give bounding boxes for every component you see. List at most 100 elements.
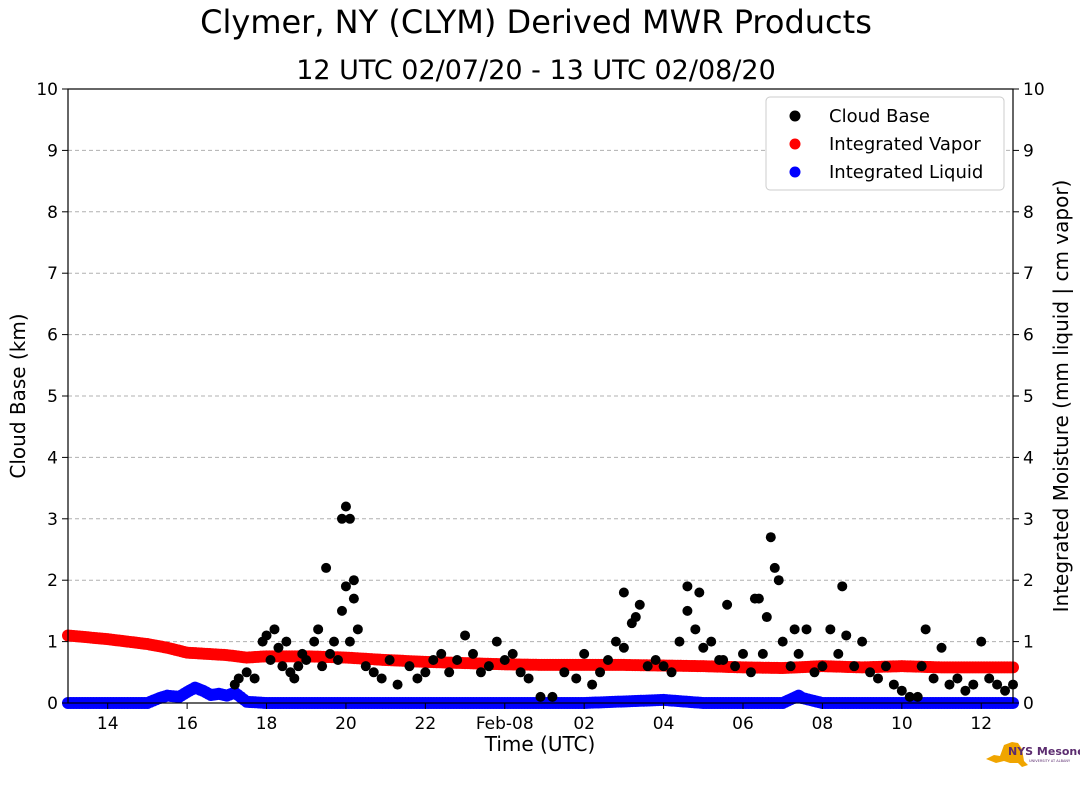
cloud-base-point: [992, 679, 1003, 690]
cloud-base-point: [857, 636, 868, 647]
cloud-base-point: [249, 673, 260, 684]
cloud-base-point: [773, 575, 784, 586]
cloud-base-point: [444, 667, 455, 678]
legend: Cloud Base Integrated Vapor Integrated Liq…: [765, 96, 1005, 191]
cloud-base-point: [535, 691, 546, 702]
cloud-base-point: [301, 655, 312, 666]
cloud-base-point: [809, 667, 820, 678]
logo-text: NYS Mesonet: [1008, 745, 1080, 758]
cloud-base-point: [281, 636, 292, 647]
cloud-base-point: [523, 673, 534, 684]
cloud-base-point: [928, 673, 939, 684]
cloud-base-point: [571, 673, 582, 684]
cloud-base-point: [841, 630, 852, 641]
integrated-vapor-series: [62, 629, 1019, 675]
cloud-base-point: [761, 612, 772, 623]
cloud-base-point: [273, 642, 284, 653]
y2-tick-label: 3: [1023, 510, 1034, 530]
cloud-base-point: [952, 673, 963, 684]
cloud-base-point: [825, 624, 836, 635]
legend-marker: [789, 110, 801, 122]
cloud-base-point: [491, 636, 502, 647]
cloud-base-point: [765, 532, 776, 543]
cloud-base-point: [1000, 685, 1011, 696]
cloud-base-point: [785, 661, 796, 672]
cloud-base-point: [833, 648, 844, 659]
cloud-base-point: [241, 667, 252, 678]
legend-label: Integrated Liquid: [829, 162, 983, 183]
cloud-base-point: [475, 667, 486, 678]
cloud-base-point: [452, 655, 463, 666]
y2-tick-label: 9: [1023, 141, 1034, 161]
cloud-base-point: [340, 501, 351, 512]
cloud-base-point: [650, 655, 661, 666]
x-tick-label: 02: [573, 714, 595, 734]
cloud-base-point: [404, 661, 415, 672]
cloud-base-point: [499, 655, 510, 666]
cloud-base-point: [309, 636, 320, 647]
y2-tick-label: 4: [1023, 448, 1034, 468]
cloud-base-point: [904, 691, 915, 702]
cloud-base-point: [277, 661, 288, 672]
cloud-base-point: [269, 624, 280, 635]
legend-marker: [789, 138, 801, 150]
cloud-base-point: [793, 648, 804, 659]
cloud-base-point: [376, 673, 387, 684]
y-tick-label: 7: [47, 264, 58, 284]
y2-tick-label: 7: [1023, 264, 1034, 284]
cloud-base-point: [344, 636, 355, 647]
x-tick-label: 08: [812, 714, 834, 734]
cloud-base-point: [603, 655, 613, 666]
cloud-base-point: [888, 679, 899, 690]
x-tick-label: Feb-08: [476, 714, 534, 734]
grid-lines: [68, 149, 1013, 643]
y-tick-label: 2: [47, 571, 58, 591]
y2-tick-label: 0: [1023, 694, 1034, 714]
legend-label: Cloud Base: [829, 106, 930, 127]
y2-tick-label: 8: [1023, 203, 1034, 223]
x-tick-label: 22: [415, 714, 437, 734]
x-tick-label: 18: [256, 714, 278, 734]
cloud-base-point: [293, 661, 304, 672]
cloud-base-point: [507, 648, 518, 659]
x-tick-label: 06: [732, 714, 754, 734]
cloud-base-point: [392, 679, 403, 690]
cloud-base-point: [920, 624, 931, 635]
cloud-base-point: [976, 636, 987, 647]
cloud-base-point: [368, 667, 379, 678]
cloud-base-point: [460, 630, 471, 641]
cloud-base-point: [340, 581, 351, 592]
cloud-base-point: [333, 655, 343, 666]
cloud-base-point: [336, 513, 347, 524]
cloud-base-series: [229, 501, 1018, 702]
cloud-base-point: [634, 599, 645, 610]
cloud-base-point: [420, 667, 431, 678]
y-tick-label: 5: [47, 387, 58, 407]
y2-tick-label: 5: [1023, 387, 1034, 407]
y2-axis-label: Integrated Moisture (mm liquid | cm vapo…: [1049, 180, 1073, 613]
legend-marker: [789, 166, 801, 178]
y-tick-label: 8: [47, 203, 58, 223]
cloud-base-point: [360, 661, 371, 672]
cloud-base-point: [579, 648, 590, 659]
cloud-base-point: [745, 667, 756, 678]
legend-box: [765, 96, 1005, 191]
ny-state-map-icon: [986, 742, 1028, 767]
chart-subtitle: 12 UTC 02/07/20 - 13 UTC 02/08/20: [296, 55, 776, 86]
cloud-base-point: [706, 636, 717, 647]
y-tick-label: 1: [47, 633, 58, 653]
cloud-base-point: [325, 648, 336, 659]
cloud-base-point: [559, 667, 570, 678]
cloud-base-point: [483, 661, 494, 672]
cloud-base-point: [352, 624, 363, 635]
nys-mesonet-logo: NYS Mesonet UNIVERSITY AT ALBANY: [986, 742, 1080, 767]
cloud-base-point: [896, 685, 907, 696]
cloud-base-point: [595, 667, 606, 678]
y2-tick-label: 2: [1023, 571, 1034, 591]
cloud-base-point: [718, 655, 729, 666]
cloud-base-point: [336, 605, 347, 616]
y-tick-label: 10: [36, 80, 58, 100]
cloud-base-point: [936, 642, 947, 653]
cloud-base-point: [682, 605, 693, 616]
cloud-base-point: [749, 593, 760, 604]
